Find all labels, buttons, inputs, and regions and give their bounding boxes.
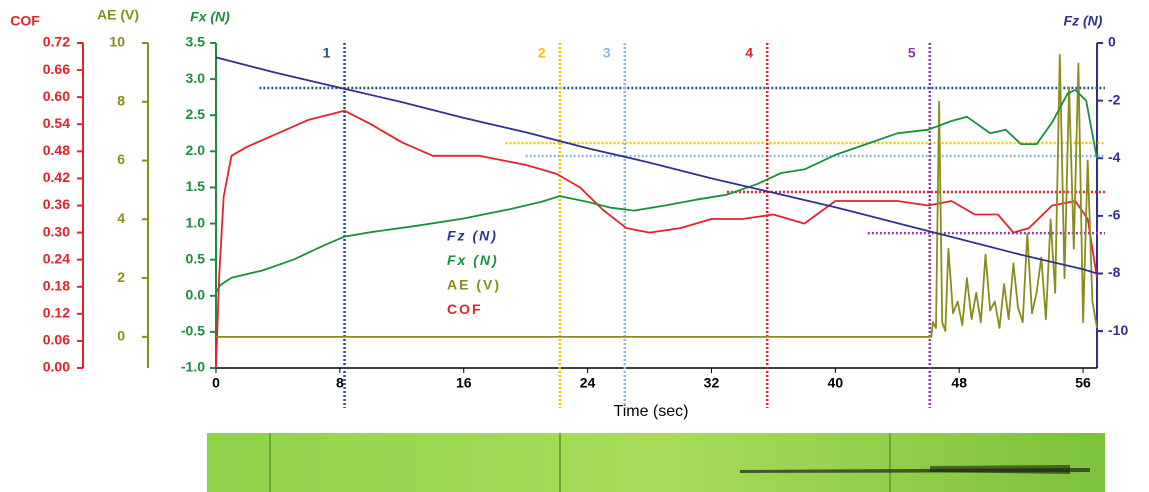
x-tick-label: 48: [951, 375, 967, 391]
legend-label: Fx (N): [447, 252, 499, 268]
y-tick-label: 2.5: [186, 106, 206, 122]
y-tick-label: -10: [1108, 322, 1128, 338]
y-axis-title: COF: [10, 13, 40, 29]
y-tick-label: 2.0: [186, 142, 206, 158]
y-tick-label: 0.54: [43, 115, 70, 131]
y-tick-label: 10: [109, 34, 125, 50]
marker-label: 2: [538, 45, 546, 61]
x-tick-label: 8: [336, 375, 344, 391]
page: {"chart_data": {"type": "line", "x_label…: [0, 0, 1149, 492]
y-tick-label: 3.5: [186, 34, 206, 50]
y-axis-title: AE (V): [97, 7, 139, 23]
chart: Time (sec) COF0.000.060.120.180.240.300.…: [0, 0, 1149, 492]
x-tick-label: 40: [828, 375, 844, 391]
y-tick-label: 4: [117, 210, 125, 226]
marker-label: 5: [908, 45, 916, 61]
y-tick-label: 0.5: [186, 250, 206, 266]
series-line: [216, 111, 1097, 368]
legend-label: Fz (N): [447, 228, 498, 244]
y-tick-label: 0: [1108, 34, 1116, 50]
legend-label: COF: [447, 301, 483, 317]
marker-label: 4: [745, 45, 753, 61]
x-tick-label: 0: [212, 375, 220, 391]
y-tick-label: 0.0: [186, 286, 206, 302]
y-tick-label: -0.5: [181, 323, 205, 339]
x-tick-label: 32: [704, 375, 720, 391]
series-line: [216, 55, 1097, 337]
y-tick-label: 0: [117, 328, 125, 344]
y-tick-label: 1.0: [186, 214, 206, 230]
x-tick-label: 24: [580, 375, 596, 391]
marker-label: 3: [603, 45, 611, 61]
y-tick-label: 0.12: [43, 305, 70, 321]
y-tick-label: 0.24: [43, 250, 70, 266]
x-tick-label: 56: [1075, 375, 1091, 391]
y-tick-label: 0.72: [43, 34, 70, 50]
x-axis-title: Time (sec): [614, 403, 689, 420]
y-tick-label: 0.42: [43, 169, 70, 185]
y-tick-label: 6: [117, 151, 125, 167]
y-tick-label: 8: [117, 92, 125, 108]
y-tick-label: 2: [117, 269, 125, 285]
y-tick-label: 0.36: [43, 196, 70, 212]
y-tick-label: -6: [1108, 207, 1121, 223]
y-tick-label: 0.30: [43, 223, 70, 239]
y-axis-title: Fx (N): [190, 9, 230, 25]
specimen-image: [207, 433, 1105, 492]
y-tick-label: 0.18: [43, 277, 70, 293]
y-tick-label: 0.48: [43, 142, 70, 158]
y-tick-label: 0.00: [43, 359, 70, 375]
y-tick-label: 0.60: [43, 88, 70, 104]
y-tick-label: -8: [1108, 264, 1121, 280]
y-tick-label: -2: [1108, 91, 1121, 107]
y-tick-label: -4: [1108, 149, 1121, 165]
marker-label: 1: [323, 45, 331, 61]
y-axis-title: Fz (N): [1064, 13, 1103, 29]
y-tick-label: -1.0: [181, 359, 205, 375]
y-tick-label: 1.5: [186, 178, 206, 194]
x-tick-label: 16: [456, 375, 472, 391]
y-tick-label: 0.06: [43, 332, 70, 348]
y-tick-label: 0.66: [43, 61, 70, 77]
y-tick-label: 3.0: [186, 70, 206, 86]
legend-label: AE (V): [447, 277, 501, 293]
series-line: [216, 57, 1097, 273]
